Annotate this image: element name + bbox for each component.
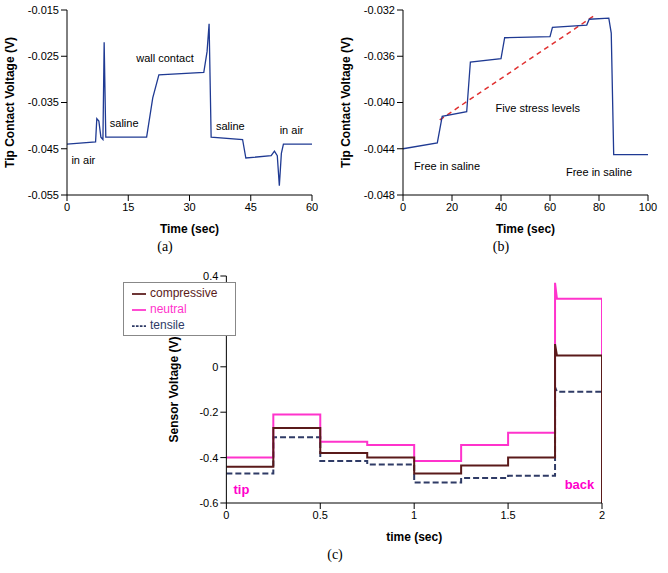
svg-text:40: 40	[495, 201, 507, 213]
svg-text:15: 15	[122, 201, 134, 213]
svg-text:0: 0	[400, 201, 406, 213]
svg-text:0: 0	[223, 509, 229, 521]
svg-text:-0.6: -0.6	[199, 497, 218, 509]
svg-text:30: 30	[183, 201, 195, 213]
svg-text:-0.045: -0.045	[28, 143, 59, 155]
svg-text:45: 45	[245, 201, 257, 213]
svg-text:saline: saline	[110, 117, 139, 129]
html-text:neutral: neutral	[150, 302, 187, 316]
svg-text:-0.025: -0.025	[28, 50, 59, 62]
svg-text:-0.032: -0.032	[364, 4, 395, 16]
html-text:(c): (c)	[327, 547, 343, 562]
html-text:compressive: compressive	[150, 286, 218, 300]
svg-text:in air: in air	[71, 154, 95, 166]
svg-text:wall contact: wall contact	[135, 52, 193, 64]
svg-text:Tip Contact Voltage (V): Tip Contact Voltage (V)	[339, 37, 353, 168]
html-text:(a): (a)	[157, 239, 173, 254]
svg-text:-0.040: -0.040	[364, 96, 395, 108]
svg-text:-0.055: -0.055	[28, 189, 59, 201]
svg-text:-0.044: -0.044	[364, 143, 395, 155]
svg-text:time (sec): time (sec)	[386, 530, 442, 544]
svg-text:20: 20	[446, 201, 458, 213]
svg-text:-0.4: -0.4	[199, 452, 218, 464]
html-text:tensile: tensile	[150, 318, 185, 332]
svg-text:60: 60	[306, 201, 318, 213]
svg-text:2: 2	[599, 509, 605, 521]
svg-text:back: back	[565, 477, 595, 492]
svg-text:-0.036: -0.036	[364, 50, 395, 62]
svg-text:80: 80	[593, 201, 605, 213]
svg-text:Free in saline: Free in saline	[566, 166, 632, 178]
svg-text:0: 0	[212, 361, 218, 373]
svg-text:0.5: 0.5	[313, 509, 328, 521]
svg-text:Time (sec): Time (sec)	[160, 222, 219, 236]
svg-text:1: 1	[411, 509, 417, 521]
svg-text:Tip Contact Voltage (V): Tip Contact Voltage (V)	[3, 37, 17, 168]
svg-text:Free in saline: Free in saline	[414, 160, 480, 172]
svg-text:saline: saline	[216, 120, 245, 132]
svg-text:60: 60	[544, 201, 556, 213]
svg-text:-0.048: -0.048	[364, 189, 395, 201]
svg-text:in air: in air	[280, 124, 304, 136]
svg-text:Sensor Voltage (V): Sensor Voltage (V)	[167, 337, 181, 443]
svg-text:Time (sec): Time (sec)	[496, 222, 555, 236]
svg-text:-0.015: -0.015	[28, 4, 59, 16]
svg-text:100: 100	[639, 201, 657, 213]
svg-text:Five stress levels: Five stress levels	[496, 102, 581, 114]
svg-text:0.4: 0.4	[203, 270, 218, 282]
html-text:(b): (b)	[492, 239, 510, 254]
svg-text:1.5: 1.5	[500, 509, 515, 521]
svg-text:-0.035: -0.035	[28, 96, 59, 108]
svg-text:0.2: 0.2	[203, 315, 218, 327]
svg-text:0: 0	[64, 201, 70, 213]
svg-text:tip: tip	[233, 482, 249, 497]
svg-text:-0.2: -0.2	[199, 406, 218, 418]
